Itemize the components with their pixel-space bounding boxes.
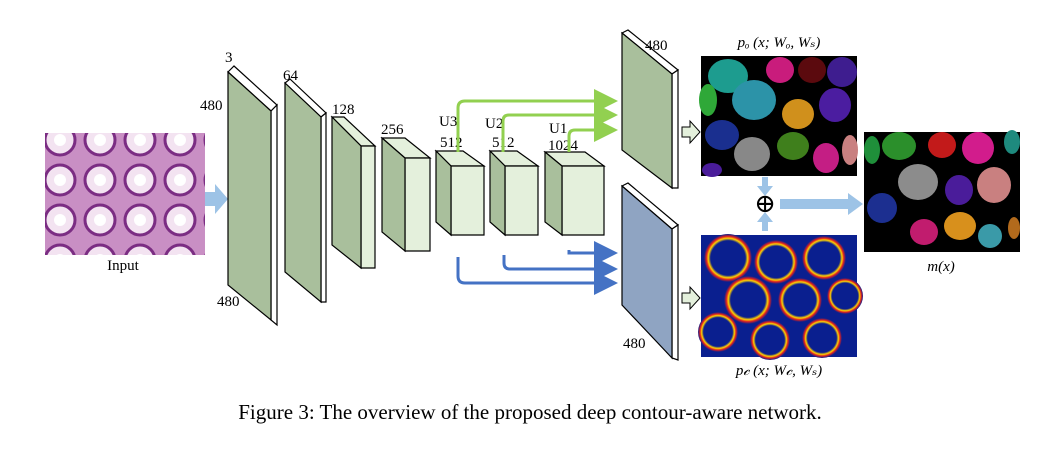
u3-object-arrow bbox=[456, 89, 618, 152]
dim-label-width: 480 bbox=[217, 294, 240, 310]
fusion-arrow-up bbox=[757, 212, 773, 231]
dim-label-3: 3 bbox=[225, 50, 233, 66]
dim-label-u3: U3 bbox=[439, 114, 457, 130]
object-probability-image bbox=[699, 56, 858, 177]
dim-label-height: 480 bbox=[200, 98, 223, 114]
conv-block-3 bbox=[330, 115, 377, 270]
u2-object-arrow bbox=[501, 103, 618, 152]
final-segmentation-image bbox=[864, 130, 1020, 252]
conv-block-5 bbox=[434, 149, 486, 237]
dim-label-128: 128 bbox=[332, 102, 355, 118]
conv-block-2 bbox=[284, 78, 327, 304]
u1-contour-arrow bbox=[567, 241, 618, 265]
input-arrow bbox=[205, 184, 228, 214]
dim-label-256: 256 bbox=[381, 122, 404, 138]
object-prob-label: pₒ (x; Wₒ, Wₛ) bbox=[737, 35, 821, 51]
dim-label-1024: 1024 bbox=[548, 138, 579, 154]
u1-object-arrow bbox=[567, 118, 618, 152]
input-label: Input bbox=[107, 258, 139, 274]
upsample-arrows-contour bbox=[456, 241, 618, 295]
dim-label-u2: U2 bbox=[485, 116, 503, 132]
contour-output-map bbox=[620, 182, 679, 361]
dim-label-64: 64 bbox=[283, 68, 299, 84]
dim-label-out-top: 480 bbox=[645, 38, 668, 54]
fusion-arrow-down bbox=[757, 177, 773, 196]
figure-caption: Figure 3: The overview of the proposed d… bbox=[238, 400, 822, 424]
object-map-arrow bbox=[681, 119, 701, 145]
fusion-symbol: ⊕ bbox=[754, 189, 776, 218]
object-output-map bbox=[620, 29, 680, 190]
contour-prob-label: p𝒸 (x; W𝒸, Wₛ) bbox=[735, 363, 822, 379]
conv-block-1 bbox=[227, 65, 278, 327]
conv-block-6 bbox=[488, 149, 540, 237]
contour-probability-image bbox=[698, 234, 863, 360]
u2-contour-arrow bbox=[502, 255, 618, 281]
u3-contour-arrow bbox=[456, 257, 618, 295]
input-image bbox=[45, 133, 205, 255]
dim-label-u1: U1 bbox=[549, 121, 567, 137]
fusion-output-arrow bbox=[780, 193, 863, 215]
final-output-label: m(x) bbox=[927, 259, 954, 275]
contour-map-arrow bbox=[681, 285, 701, 311]
conv-block-7 bbox=[543, 150, 606, 237]
upsample-arrows-object bbox=[456, 89, 618, 152]
dim-label-out-bottom: 480 bbox=[623, 336, 646, 352]
conv-block-4 bbox=[380, 136, 432, 253]
